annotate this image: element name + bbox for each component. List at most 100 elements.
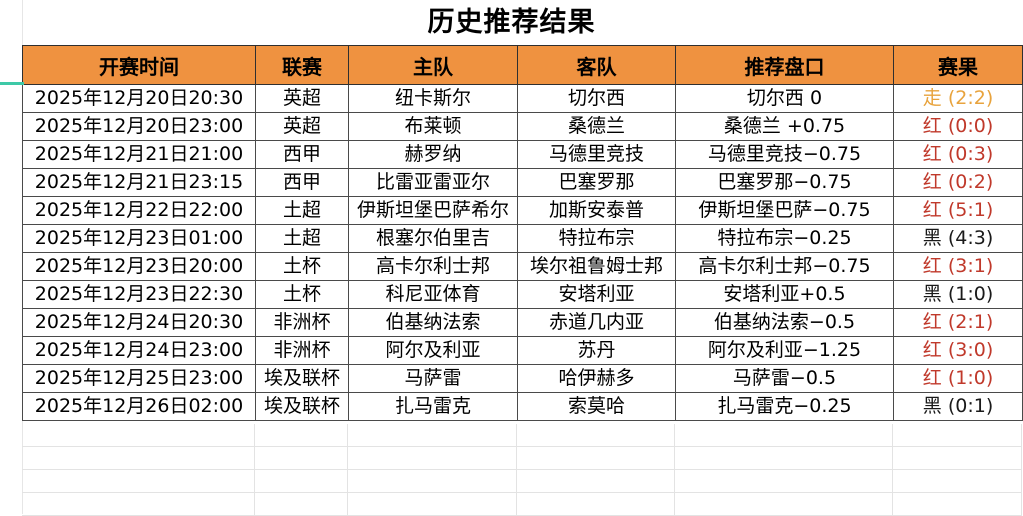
cell-recommended-handicap[interactable]: 巴塞罗那−0.75: [675, 168, 894, 197]
empty-sheet-cell[interactable]: [517, 493, 676, 515]
cell-recommended-handicap[interactable]: 伯基纳法索−0.5: [675, 308, 894, 337]
cell-time[interactable]: 2025年12月24日20:30: [22, 308, 256, 337]
column-header-away[interactable]: 客队: [517, 45, 676, 85]
cell-home-team[interactable]: 科尼亚体育: [348, 280, 518, 309]
empty-sheet-cell[interactable]: [22, 447, 255, 469]
cell-result[interactable]: 黑 (4:3): [893, 224, 1023, 253]
cell-league[interactable]: 土超: [255, 196, 349, 225]
cell-home-team[interactable]: 布莱顿: [348, 112, 518, 141]
cell-away-team[interactable]: 埃尔祖鲁姆士邦: [517, 252, 676, 281]
table-row[interactable]: 2025年12月23日22:30 土杯 科尼亚体育 安塔利亚 安塔利亚+0.5 黑 (1:…: [22, 280, 1023, 309]
empty-sheet-cell[interactable]: [348, 424, 518, 446]
cell-away-team[interactable]: 苏丹: [517, 336, 676, 365]
cell-time[interactable]: 2025年12月23日01:00: [22, 224, 256, 253]
cell-time[interactable]: 2025年12月20日20:30: [22, 84, 256, 113]
cell-recommended-handicap[interactable]: 扎马雷克−0.25: [675, 392, 894, 421]
table-row[interactable]: 2025年12月22日22:00 土超 伊斯坦堡巴萨希尔 加斯安泰普 伊斯坦堡巴萨−0.…: [22, 196, 1023, 225]
cell-home-team[interactable]: 赫罗纳: [348, 140, 518, 169]
cell-league[interactable]: 埃及联杯: [255, 364, 349, 393]
empty-sheet-row[interactable]: [22, 424, 1022, 447]
cell-result[interactable]: 红 (3:1): [893, 252, 1023, 281]
cell-result[interactable]: 红 (0:0): [893, 112, 1023, 141]
empty-sheet-cell[interactable]: [675, 447, 893, 469]
cell-result[interactable]: 走 (2:2): [893, 84, 1023, 113]
cell-league[interactable]: 非洲杯: [255, 308, 349, 337]
cell-away-team[interactable]: 特拉布宗: [517, 224, 676, 253]
empty-sheet-cell[interactable]: [675, 424, 893, 446]
cell-home-team[interactable]: 扎马雷克: [348, 392, 518, 421]
empty-sheet-cell[interactable]: [893, 424, 1022, 446]
cell-time[interactable]: 2025年12月25日23:00: [22, 364, 256, 393]
empty-sheet-cell[interactable]: [893, 493, 1022, 515]
table-row[interactable]: 2025年12月23日20:00 土杯 高卡尔利士邦 埃尔祖鲁姆士邦 高卡尔利士邦−0.…: [22, 252, 1023, 281]
column-header-result[interactable]: 赛果: [893, 45, 1023, 85]
empty-sheet-cell[interactable]: [675, 493, 893, 515]
empty-sheet-cell[interactable]: [255, 447, 349, 469]
table-row[interactable]: 2025年12月21日23:15 西甲 比雷亚雷亚尔 巴塞罗那 巴塞罗那−0.75 红 (…: [22, 168, 1023, 197]
empty-sheet-cell[interactable]: [893, 470, 1022, 492]
column-header-league[interactable]: 联赛: [255, 45, 349, 85]
cell-recommended-handicap[interactable]: 马萨雷−0.5: [675, 364, 894, 393]
cell-recommended-handicap[interactable]: 高卡尔利士邦−0.75: [675, 252, 894, 281]
cell-home-team[interactable]: 马萨雷: [348, 364, 518, 393]
table-row[interactable]: 2025年12月25日23:00 埃及联杯 马萨雷 哈伊赫多 马萨雷−0.5 红 (1:0…: [22, 364, 1023, 393]
cell-league[interactable]: 土超: [255, 224, 349, 253]
cell-league[interactable]: 非洲杯: [255, 336, 349, 365]
empty-sheet-cell[interactable]: [348, 470, 518, 492]
empty-sheet-cell[interactable]: [517, 470, 676, 492]
cell-home-team[interactable]: 阿尔及利亚: [348, 336, 518, 365]
empty-sheet-row[interactable]: [22, 447, 1022, 470]
cell-away-team[interactable]: 赤道几内亚: [517, 308, 676, 337]
empty-sheet-cell[interactable]: [348, 493, 518, 515]
cell-recommended-handicap[interactable]: 伊斯坦堡巴萨−0.75: [675, 196, 894, 225]
cell-away-team[interactable]: 桑德兰: [517, 112, 676, 141]
column-header-pick[interactable]: 推荐盘口: [675, 45, 894, 85]
cell-result[interactable]: 黑 (0:1): [893, 392, 1023, 421]
cell-away-team[interactable]: 加斯安泰普: [517, 196, 676, 225]
cell-league[interactable]: 埃及联杯: [255, 392, 349, 421]
cell-result[interactable]: 红 (0:3): [893, 140, 1023, 169]
cell-away-team[interactable]: 巴塞罗那: [517, 168, 676, 197]
cell-recommended-handicap[interactable]: 特拉布宗−0.25: [675, 224, 894, 253]
cell-result[interactable]: 红 (2:1): [893, 308, 1023, 337]
cell-result[interactable]: 红 (5:1): [893, 196, 1023, 225]
table-row[interactable]: 2025年12月23日01:00 土超 根塞尔伯里吉 特拉布宗 特拉布宗−0.25 黑 (…: [22, 224, 1023, 253]
cell-league[interactable]: 西甲: [255, 140, 349, 169]
cell-recommended-handicap[interactable]: 切尔西 0: [675, 84, 894, 113]
cell-time[interactable]: 2025年12月22日22:00: [22, 196, 256, 225]
empty-sheet-cell[interactable]: [517, 424, 676, 446]
cell-home-team[interactable]: 高卡尔利士邦: [348, 252, 518, 281]
column-header-home[interactable]: 主队: [348, 45, 518, 85]
empty-sheet-cell[interactable]: [255, 470, 349, 492]
cell-time[interactable]: 2025年12月26日02:00: [22, 392, 256, 421]
cell-league[interactable]: 土杯: [255, 280, 349, 309]
cell-league[interactable]: 英超: [255, 112, 349, 141]
cell-recommended-handicap[interactable]: 阿尔及利亚−1.25: [675, 336, 894, 365]
table-row[interactable]: 2025年12月26日02:00 埃及联杯 扎马雷克 索莫哈 扎马雷克−0.25 黑 (0…: [22, 392, 1023, 421]
cell-recommended-handicap[interactable]: 安塔利亚+0.5: [675, 280, 894, 309]
cell-result[interactable]: 黑 (1:0): [893, 280, 1023, 309]
empty-sheet-cell[interactable]: [893, 447, 1022, 469]
empty-sheet-cell[interactable]: [675, 470, 893, 492]
cell-home-team[interactable]: 伯基纳法索: [348, 308, 518, 337]
cell-league[interactable]: 西甲: [255, 168, 349, 197]
cell-time[interactable]: 2025年12月23日22:30: [22, 280, 256, 309]
cell-recommended-handicap[interactable]: 马德里竞技−0.75: [675, 140, 894, 169]
empty-sheet-cell[interactable]: [22, 470, 255, 492]
cell-away-team[interactable]: 索莫哈: [517, 392, 676, 421]
empty-sheet-cell[interactable]: [517, 447, 676, 469]
column-header-time[interactable]: 开赛时间: [22, 45, 256, 85]
empty-sheet-cell[interactable]: [22, 493, 255, 515]
empty-sheet-row[interactable]: [22, 470, 1022, 493]
cell-home-team[interactable]: 伊斯坦堡巴萨希尔: [348, 196, 518, 225]
cell-away-team[interactable]: 安塔利亚: [517, 280, 676, 309]
cell-time[interactable]: 2025年12月23日20:00: [22, 252, 256, 281]
empty-sheet-cell[interactable]: [255, 424, 349, 446]
cell-time[interactable]: 2025年12月21日21:00: [22, 140, 256, 169]
cell-result[interactable]: 红 (1:0): [893, 364, 1023, 393]
table-row[interactable]: 2025年12月24日20:30 非洲杯 伯基纳法索 赤道几内亚 伯基纳法索−0.5 红 …: [22, 308, 1023, 337]
cell-home-team[interactable]: 比雷亚雷亚尔: [348, 168, 518, 197]
cell-result[interactable]: 红 (0:2): [893, 168, 1023, 197]
empty-sheet-cell[interactable]: [348, 447, 518, 469]
